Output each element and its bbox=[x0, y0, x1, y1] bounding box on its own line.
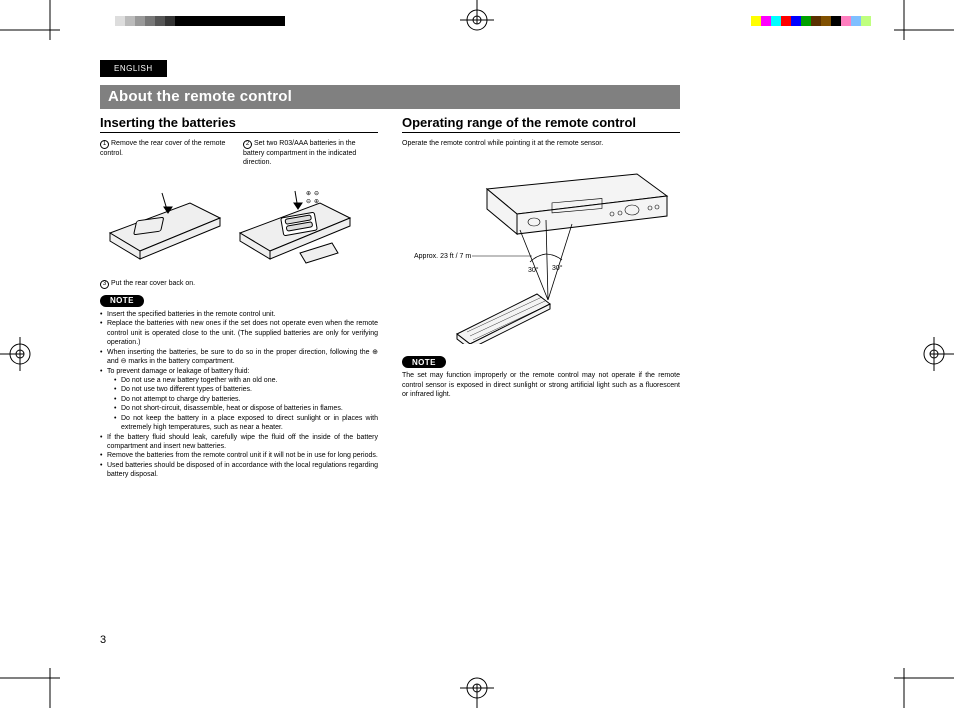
figure-operating-range: Approx. 23 ft / 7 m 30° 30° bbox=[402, 154, 680, 344]
step-1: 1Remove the rear cover of the remote con… bbox=[100, 139, 235, 167]
svg-text:⊖: ⊖ bbox=[314, 191, 319, 197]
note-label-left: NOTE bbox=[100, 295, 144, 307]
note-subitem: Do not attempt to charge dry batteries. bbox=[114, 395, 378, 404]
subhead-range: Operating range of the remote control bbox=[402, 115, 680, 133]
svg-text:⊖: ⊖ bbox=[306, 199, 311, 205]
color-bar-left bbox=[105, 16, 285, 26]
note-item: If the battery fluid should leak, carefu… bbox=[100, 433, 378, 452]
note-item: To prevent damage or leakage of battery … bbox=[100, 367, 378, 433]
step-3: 3Put the rear cover back on. bbox=[100, 279, 378, 289]
note-item: When inserting the batteries, be sure to… bbox=[100, 348, 378, 367]
page-content: ENGLISH About the remote control Inserti… bbox=[100, 58, 680, 480]
language-tab: ENGLISH bbox=[100, 60, 167, 77]
angle-right-label: 30° bbox=[552, 264, 563, 272]
color-bar-right bbox=[741, 16, 891, 26]
col-inserting-batteries: Inserting the batteries 1Remove the rear… bbox=[100, 115, 378, 480]
note-subitem: Do not short-circuit, disassemble, heat … bbox=[114, 404, 378, 413]
range-intro: Operate the remote control while pointin… bbox=[402, 139, 680, 148]
note-list-left: Insert the specified batteries in the re… bbox=[100, 310, 378, 480]
note-label-right: NOTE bbox=[402, 356, 446, 368]
col-operating-range: Operating range of the remote control Op… bbox=[402, 115, 680, 480]
section-title: About the remote control bbox=[100, 85, 680, 109]
figure-insert-batteries: ⊕⊖ ⊖⊕ bbox=[100, 173, 378, 273]
step-3-text: Put the rear cover back on. bbox=[111, 280, 195, 287]
note-text-right: The set may function improperly or the r… bbox=[402, 371, 680, 399]
svg-text:⊕: ⊕ bbox=[306, 191, 311, 197]
page-number: 3 bbox=[100, 634, 106, 646]
note-subitem: Do not use two different types of batter… bbox=[114, 385, 378, 394]
step-1-text: Remove the rear cover of the remote cont… bbox=[100, 140, 225, 157]
note-item: Remove the batteries from the remote con… bbox=[100, 451, 378, 460]
note-item: Replace the batteries with new ones if t… bbox=[100, 319, 378, 347]
angle-left-label: 30° bbox=[528, 266, 539, 274]
step-2: 2Set two R03/AAA batteries in the batter… bbox=[243, 139, 378, 167]
note-subitem: Do not use a new battery together with a… bbox=[114, 376, 378, 385]
step-2-text: Set two R03/AAA batteries in the battery… bbox=[243, 140, 356, 166]
note-item: Used batteries should be disposed of in … bbox=[100, 461, 378, 480]
subhead-inserting: Inserting the batteries bbox=[100, 115, 378, 133]
note-item: Insert the specified batteries in the re… bbox=[100, 310, 378, 319]
note-subitem: Do not keep the battery in a place expos… bbox=[114, 414, 378, 433]
distance-label: Approx. 23 ft / 7 m bbox=[414, 253, 471, 260]
svg-text:⊕: ⊕ bbox=[314, 199, 319, 205]
